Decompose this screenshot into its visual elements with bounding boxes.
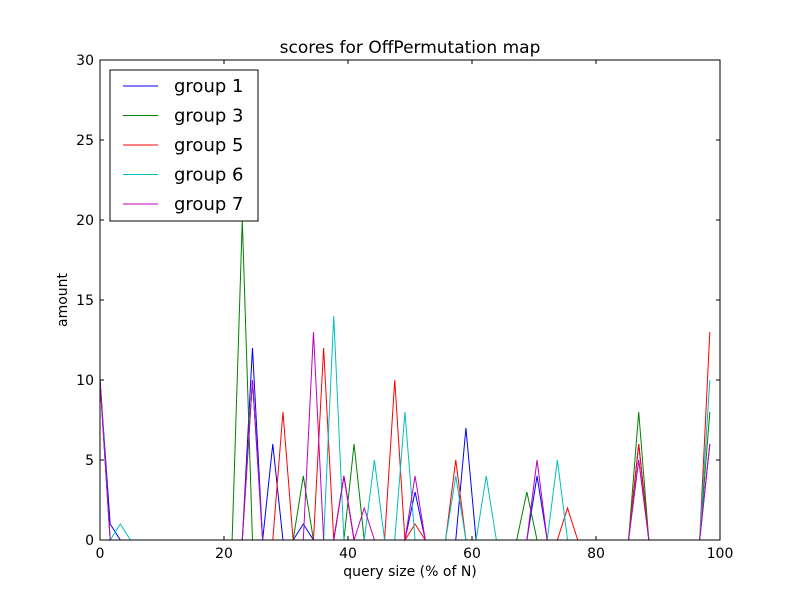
x-axis-label: query size (% of N) (343, 564, 477, 580)
x-tick-label: 0 (96, 546, 105, 562)
legend-label: group 1 (174, 76, 243, 97)
y-tick-label: 30 (76, 53, 94, 69)
y-tick-label: 10 (76, 373, 94, 389)
chart-title: scores for OffPermutation map (280, 38, 541, 58)
x-tick-label: 40 (339, 546, 357, 562)
y-tick-label: 5 (85, 453, 94, 469)
x-tick-label: 20 (215, 546, 233, 562)
x-tick-label: 100 (707, 546, 734, 562)
legend-label: group 3 (174, 106, 243, 127)
ticks-layer: 0 20 40 60 80 100 0 5 10 15 20 25 30 (76, 53, 733, 562)
x-tick-label: 80 (587, 546, 605, 562)
legend-label: group 5 (174, 135, 243, 156)
y-tick-label: 20 (76, 213, 94, 229)
legend: group 1 group 3 group 5 group 6 group 7 (109, 69, 259, 222)
y-axis-label: amount (55, 272, 71, 327)
legend-label: group 7 (174, 194, 243, 215)
y-tick-label: 15 (76, 293, 94, 309)
legend-label: group 6 (174, 165, 243, 186)
y-tick-label: 25 (76, 133, 94, 149)
x-tick-label: 60 (463, 546, 481, 562)
y-tick-label: 0 (85, 533, 94, 549)
